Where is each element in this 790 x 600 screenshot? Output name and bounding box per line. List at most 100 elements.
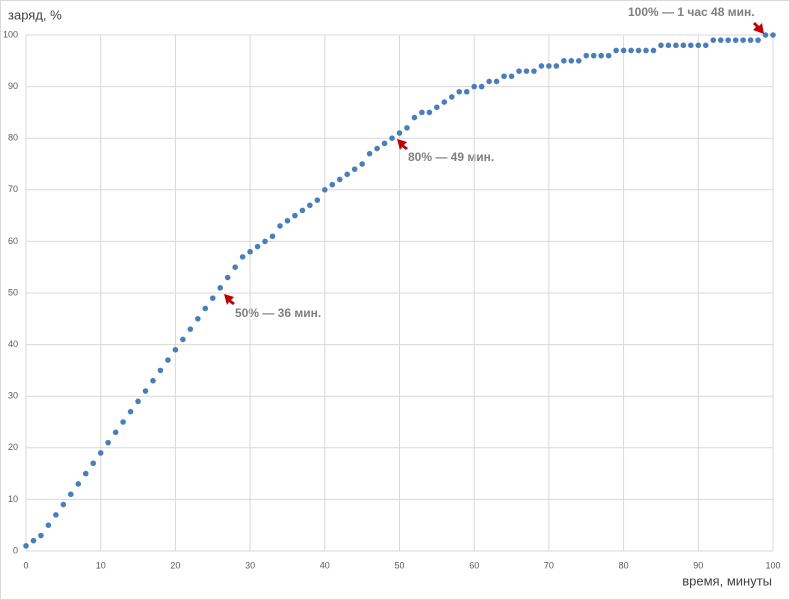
point [762,32,769,38]
point [75,481,82,487]
point [322,187,328,193]
point [224,274,231,281]
point [127,408,134,415]
point [658,42,664,49]
point [381,140,388,147]
point [590,52,597,59]
point [755,37,761,43]
point [695,42,702,49]
point [568,58,575,64]
point [60,501,67,508]
point [351,166,358,172]
point [239,254,246,260]
point [688,42,694,49]
point [217,285,224,291]
annotation: 80% — 49 мин. [408,150,494,164]
point [359,161,365,167]
point [456,88,463,95]
point [770,32,776,38]
point [501,73,507,80]
point [165,357,171,363]
point [434,104,440,111]
x-tick-label: 50 [394,560,404,570]
point [643,47,649,54]
point [463,88,470,95]
annotation: 100% — 1 час 48 мин. [628,5,755,19]
point [112,429,119,436]
x-tick-label: 30 [245,560,255,570]
point [740,37,746,43]
y-tick-label: 0 [13,545,18,555]
point [262,238,268,245]
y-tick-label: 60 [8,236,18,246]
point [344,171,351,178]
point [411,114,418,121]
point [366,150,373,157]
point [53,512,59,518]
point [628,47,634,54]
point [23,543,29,549]
point [187,326,194,332]
point [396,130,403,136]
point [157,367,164,374]
point [441,99,448,105]
point [531,68,537,74]
point [419,109,425,116]
point [269,233,276,240]
point [680,42,687,49]
point [471,83,478,90]
point [404,125,410,131]
y-tick-label: 40 [8,339,18,349]
x-tick-label: 60 [469,560,479,570]
point [232,264,238,271]
point [374,145,380,152]
y-tick-label: 80 [8,133,18,143]
point [284,217,291,224]
point [613,47,619,54]
point [448,94,455,100]
annotation: 50% — 36 мин. [235,306,321,320]
point [150,377,156,384]
point [605,52,612,59]
point [635,47,642,54]
point [673,42,679,49]
point [732,37,739,43]
point [598,52,604,59]
x-tick-label: 20 [170,560,180,570]
point [546,63,552,69]
x-axis-label: время, минуты [682,573,772,588]
point [299,207,306,214]
point [389,135,395,141]
point [523,68,530,74]
point [516,68,522,74]
y-tick-label: 100 [3,29,18,39]
x-tick-label: 70 [544,560,554,570]
point [120,419,126,425]
point [314,197,321,203]
point [202,305,209,312]
point [620,47,627,54]
point [665,42,672,49]
y-tick-label: 20 [8,442,18,452]
x-tick-label: 40 [320,560,330,570]
y-tick-label: 70 [8,184,18,194]
point [180,336,186,343]
point [561,58,567,64]
point [329,181,336,188]
point [508,73,515,80]
point [82,470,89,477]
arrow [753,22,764,34]
point [725,37,731,43]
point [254,243,261,250]
point [747,37,754,43]
x-tick-label: 10 [96,560,106,570]
point [336,176,343,183]
point [553,63,560,69]
point [538,63,545,69]
x-tick-label: 100 [765,560,780,570]
point [426,109,433,116]
y-axis-label: заряд, % [8,7,62,22]
point [38,532,44,539]
point [478,83,485,90]
